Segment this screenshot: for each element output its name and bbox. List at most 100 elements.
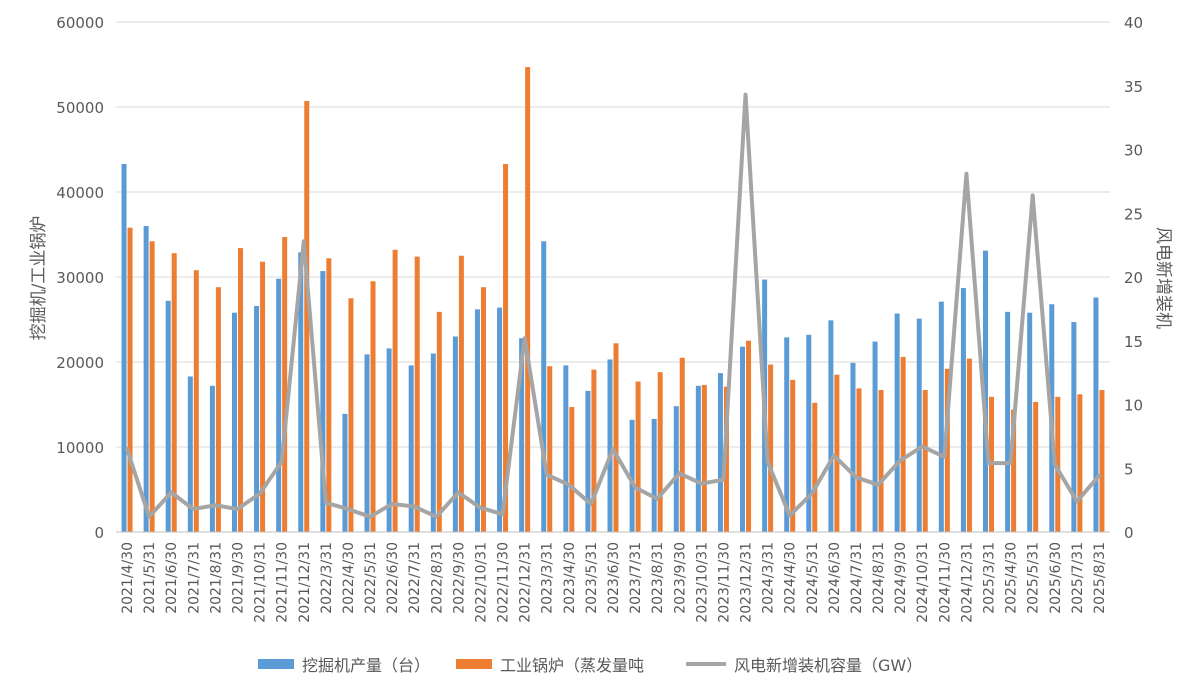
bar-boiler bbox=[436, 311, 442, 532]
bar-boiler bbox=[856, 388, 862, 532]
axes: 0100002000030000400005000060000051015202… bbox=[56, 14, 1143, 623]
x-tick-label: 2021/9/30 bbox=[230, 542, 246, 614]
bar-excavator bbox=[1093, 297, 1099, 532]
x-tick-label: 2022/6/30 bbox=[385, 542, 401, 614]
x-tick-label: 2023/4/30 bbox=[562, 542, 578, 614]
bar-boiler bbox=[547, 366, 553, 532]
x-tick-label: 2024/7/31 bbox=[849, 542, 865, 614]
bar-boiler bbox=[900, 356, 906, 532]
bar-excavator bbox=[695, 385, 701, 532]
bar-boiler bbox=[1055, 396, 1061, 532]
x-tick-label: 2025/8/31 bbox=[1092, 542, 1108, 614]
right-tick-label: 35 bbox=[1124, 78, 1143, 96]
x-tick-label: 2022/8/31 bbox=[429, 542, 445, 614]
bar-boiler bbox=[613, 343, 619, 532]
bar-boiler bbox=[966, 358, 972, 532]
x-tick-label: 2024/10/31 bbox=[915, 542, 931, 623]
x-tick-label: 2023/3/31 bbox=[540, 542, 556, 614]
x-tick-label: 2022/4/30 bbox=[341, 542, 357, 614]
bar-excavator bbox=[717, 373, 723, 532]
bar-excavator bbox=[806, 334, 812, 532]
bar-boiler bbox=[922, 390, 928, 532]
left-tick-label: 10000 bbox=[56, 439, 104, 457]
bar-boiler bbox=[193, 270, 199, 532]
bar-boiler bbox=[260, 261, 266, 532]
bar-excavator bbox=[165, 300, 171, 532]
x-tick-label: 2023/7/31 bbox=[628, 542, 644, 614]
bar-boiler bbox=[458, 255, 464, 532]
x-tick-label: 2021/5/31 bbox=[142, 542, 158, 614]
bar-excavator bbox=[850, 362, 856, 532]
bar-excavator bbox=[629, 419, 635, 532]
x-tick-label: 2024/11/30 bbox=[937, 542, 953, 623]
left-tick-label: 50000 bbox=[56, 99, 104, 117]
bar-boiler bbox=[679, 357, 685, 532]
bar-boiler bbox=[746, 340, 752, 532]
bar-excavator bbox=[1027, 312, 1033, 532]
x-tick-label: 2023/8/31 bbox=[650, 542, 666, 614]
bar-boiler bbox=[149, 241, 155, 533]
left-tick-label: 20000 bbox=[56, 354, 104, 372]
left-axis-title: 挖掘机/工业锅炉 bbox=[29, 216, 49, 341]
bars bbox=[121, 67, 1105, 533]
x-tick-label: 2024/3/31 bbox=[761, 542, 777, 614]
legend-label: 挖掘机产量（台） bbox=[302, 656, 430, 675]
x-tick-label: 2023/5/31 bbox=[584, 542, 600, 614]
bar-boiler bbox=[304, 101, 310, 533]
bar-boiler bbox=[127, 227, 133, 532]
bar-boiler bbox=[790, 379, 796, 532]
x-tick-label: 2022/9/30 bbox=[451, 542, 467, 614]
bar-excavator bbox=[1005, 311, 1011, 532]
legend-label: 风电新增装机容量（GW） bbox=[734, 656, 922, 675]
x-tick-label: 2025/4/30 bbox=[1004, 542, 1020, 614]
bar-boiler bbox=[635, 381, 641, 532]
bar-excavator bbox=[298, 252, 304, 532]
x-tick-label: 2024/9/30 bbox=[893, 542, 909, 614]
bar-excavator bbox=[276, 278, 282, 532]
right-tick-label: 5 bbox=[1124, 460, 1134, 478]
bar-boiler bbox=[569, 407, 575, 532]
bar-excavator bbox=[585, 390, 591, 532]
x-tick-label: 2024/12/31 bbox=[959, 542, 975, 623]
x-tick-label: 2024/5/31 bbox=[805, 542, 821, 614]
bar-excavator bbox=[784, 337, 790, 532]
bar-boiler bbox=[480, 287, 486, 532]
bar-boiler bbox=[237, 248, 243, 532]
right-tick-label: 20 bbox=[1124, 269, 1143, 287]
x-tick-label: 2023/12/31 bbox=[739, 542, 755, 623]
right-tick-label: 10 bbox=[1124, 397, 1143, 415]
x-tick-label: 2021/8/31 bbox=[208, 542, 224, 614]
x-tick-label: 2023/6/30 bbox=[606, 542, 622, 614]
bar-boiler bbox=[768, 364, 774, 532]
bar-excavator bbox=[740, 346, 746, 532]
x-tick-label: 2022/5/31 bbox=[363, 542, 379, 614]
bar-boiler bbox=[348, 298, 354, 532]
bar-excavator bbox=[828, 320, 834, 532]
bar-excavator bbox=[983, 250, 989, 532]
bar-excavator bbox=[651, 418, 657, 532]
line-series bbox=[125, 92, 1101, 519]
wind-capacity-line bbox=[125, 92, 1101, 519]
bar-boiler bbox=[812, 402, 818, 532]
x-tick-label: 2023/11/30 bbox=[716, 542, 732, 623]
right-tick-label: 40 bbox=[1124, 14, 1143, 32]
x-tick-label: 2021/12/31 bbox=[297, 542, 313, 623]
bar-boiler bbox=[392, 249, 398, 533]
left-tick-label: 40000 bbox=[56, 184, 104, 202]
bar-boiler bbox=[701, 384, 707, 532]
bar-excavator bbox=[231, 312, 237, 532]
bar-boiler bbox=[1099, 390, 1105, 532]
bar-excavator bbox=[452, 336, 458, 532]
bar-excavator bbox=[254, 305, 260, 532]
x-tick-label: 2021/4/30 bbox=[120, 542, 136, 614]
bar-boiler bbox=[503, 163, 509, 532]
x-tick-label: 2022/11/30 bbox=[496, 542, 512, 623]
x-tick-label: 2025/5/31 bbox=[1026, 542, 1042, 614]
x-tick-label: 2025/6/30 bbox=[1048, 542, 1064, 614]
right-tick-label: 15 bbox=[1124, 333, 1143, 351]
bar-excavator bbox=[607, 359, 613, 532]
bar-excavator bbox=[541, 241, 547, 533]
x-tick-label: 2021/10/31 bbox=[253, 542, 269, 623]
